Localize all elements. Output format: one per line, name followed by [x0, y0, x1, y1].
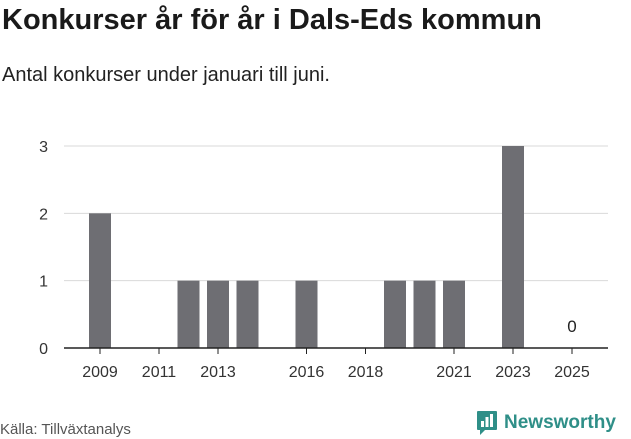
brand-logo: Newsworthy [476, 410, 616, 436]
chart-title: Konkurser år för år i Dals-Eds kommun [2, 4, 542, 36]
x-tick-label: 2023 [495, 364, 531, 381]
brand-name: Newsworthy [504, 412, 616, 433]
bar-2016 [295, 280, 318, 348]
bar-2021 [443, 280, 465, 348]
bars [89, 146, 524, 348]
axes [64, 347, 608, 354]
x-tick-label: 2021 [436, 364, 472, 381]
bar-chart-logo-icon [477, 411, 497, 435]
y-tick-label: 2 [39, 206, 48, 223]
x-tick-label: 2025 [554, 364, 590, 381]
x-tick-label: 2011 [142, 364, 177, 381]
bar-2013 [207, 280, 229, 348]
x-tick-label: 2018 [348, 364, 384, 381]
bar-2023 [502, 146, 524, 348]
bar-chart: 0 1 2 3 2009 2011 2013 2016 2018 2021 2023 2025 0 [39, 139, 608, 381]
data-label: 0 [567, 317, 576, 336]
y-tick-label: 3 [39, 139, 48, 156]
x-tick-label: 2016 [289, 364, 325, 381]
x-tick-label: 2013 [200, 364, 236, 381]
y-tick-label: 0 [39, 341, 48, 358]
bar-2019 [384, 280, 406, 348]
source-note: Källa: Tillväxtanalys [0, 421, 131, 438]
chart-subtitle: Antal konkurser under januari till juni. [2, 64, 330, 86]
bar-2009 [89, 213, 111, 348]
x-tick-label: 2009 [82, 364, 118, 381]
grid-lines [64, 145, 608, 282]
bar-2014 [236, 280, 259, 348]
y-tick-label: 1 [39, 274, 48, 291]
labels: 0 1 2 3 2009 2011 2013 2016 2018 2021 2023 2025 0 [39, 139, 590, 381]
bar-2012 [177, 280, 200, 348]
bar-2020 [413, 280, 436, 348]
